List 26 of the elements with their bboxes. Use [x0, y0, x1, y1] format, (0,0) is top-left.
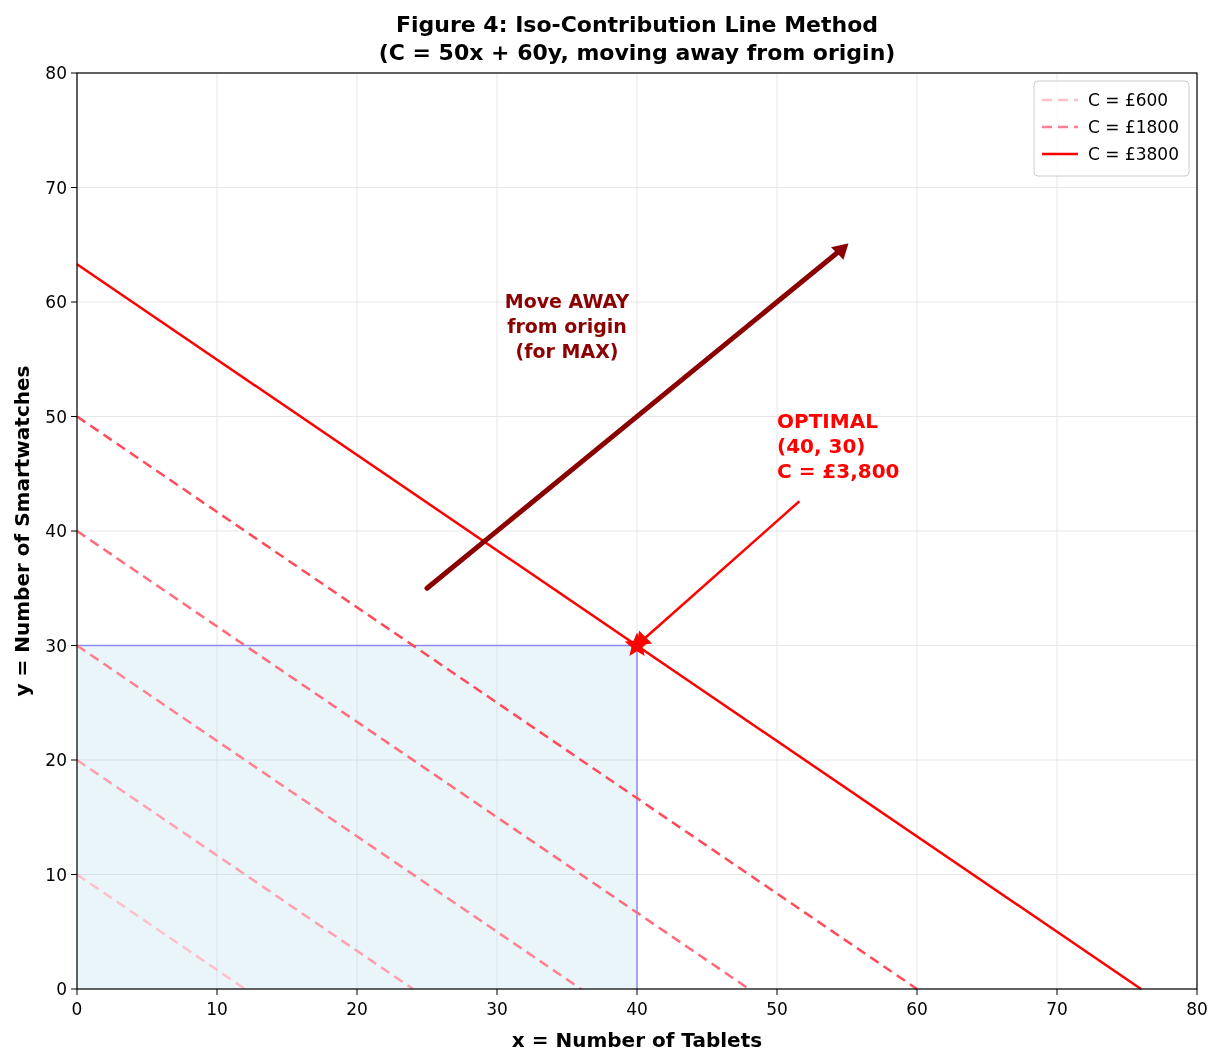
- legend-label: C = £1800: [1088, 117, 1180, 137]
- annotation: Move AWAY from origin (for MAX): [504, 289, 630, 362]
- x-tick-label: 60: [906, 999, 928, 1019]
- legend-label: C = £3800: [1088, 144, 1180, 164]
- x-axis-title: x = Number of Tablets: [511, 1028, 763, 1052]
- y-tick-label: 0: [56, 979, 67, 999]
- x-tick-label: 40: [626, 999, 648, 1019]
- legend-label: C = £600: [1088, 90, 1169, 110]
- y-tick-label: 20: [45, 750, 67, 770]
- x-tick-label: 0: [71, 999, 83, 1019]
- y-tick-label: 40: [45, 521, 67, 541]
- x-tick-label: 20: [346, 999, 368, 1019]
- annotation: OPTIMAL (40, 30) C = £3,800: [777, 408, 900, 483]
- y-tick-label: 80: [45, 63, 67, 83]
- y-axis-title: y = Number of Smartwatches: [10, 365, 34, 697]
- x-tick-label: 70: [1046, 999, 1068, 1019]
- x-tick-label: 80: [1186, 999, 1208, 1019]
- chart-title: Figure 4: Iso-Contribution Line Method (C = 50x + 60y, moving away from origin): [378, 12, 896, 65]
- y-tick-label: 50: [45, 406, 67, 427]
- y-tick-label: 70: [45, 177, 67, 198]
- y-tick-label: 10: [45, 864, 67, 885]
- x-tick-label: 10: [206, 999, 228, 1019]
- y-tick-label: 30: [45, 635, 67, 656]
- x-tick-label: 30: [486, 999, 508, 1019]
- x-tick-label: 50: [766, 999, 788, 1019]
- y-tick-label: 60: [45, 292, 67, 312]
